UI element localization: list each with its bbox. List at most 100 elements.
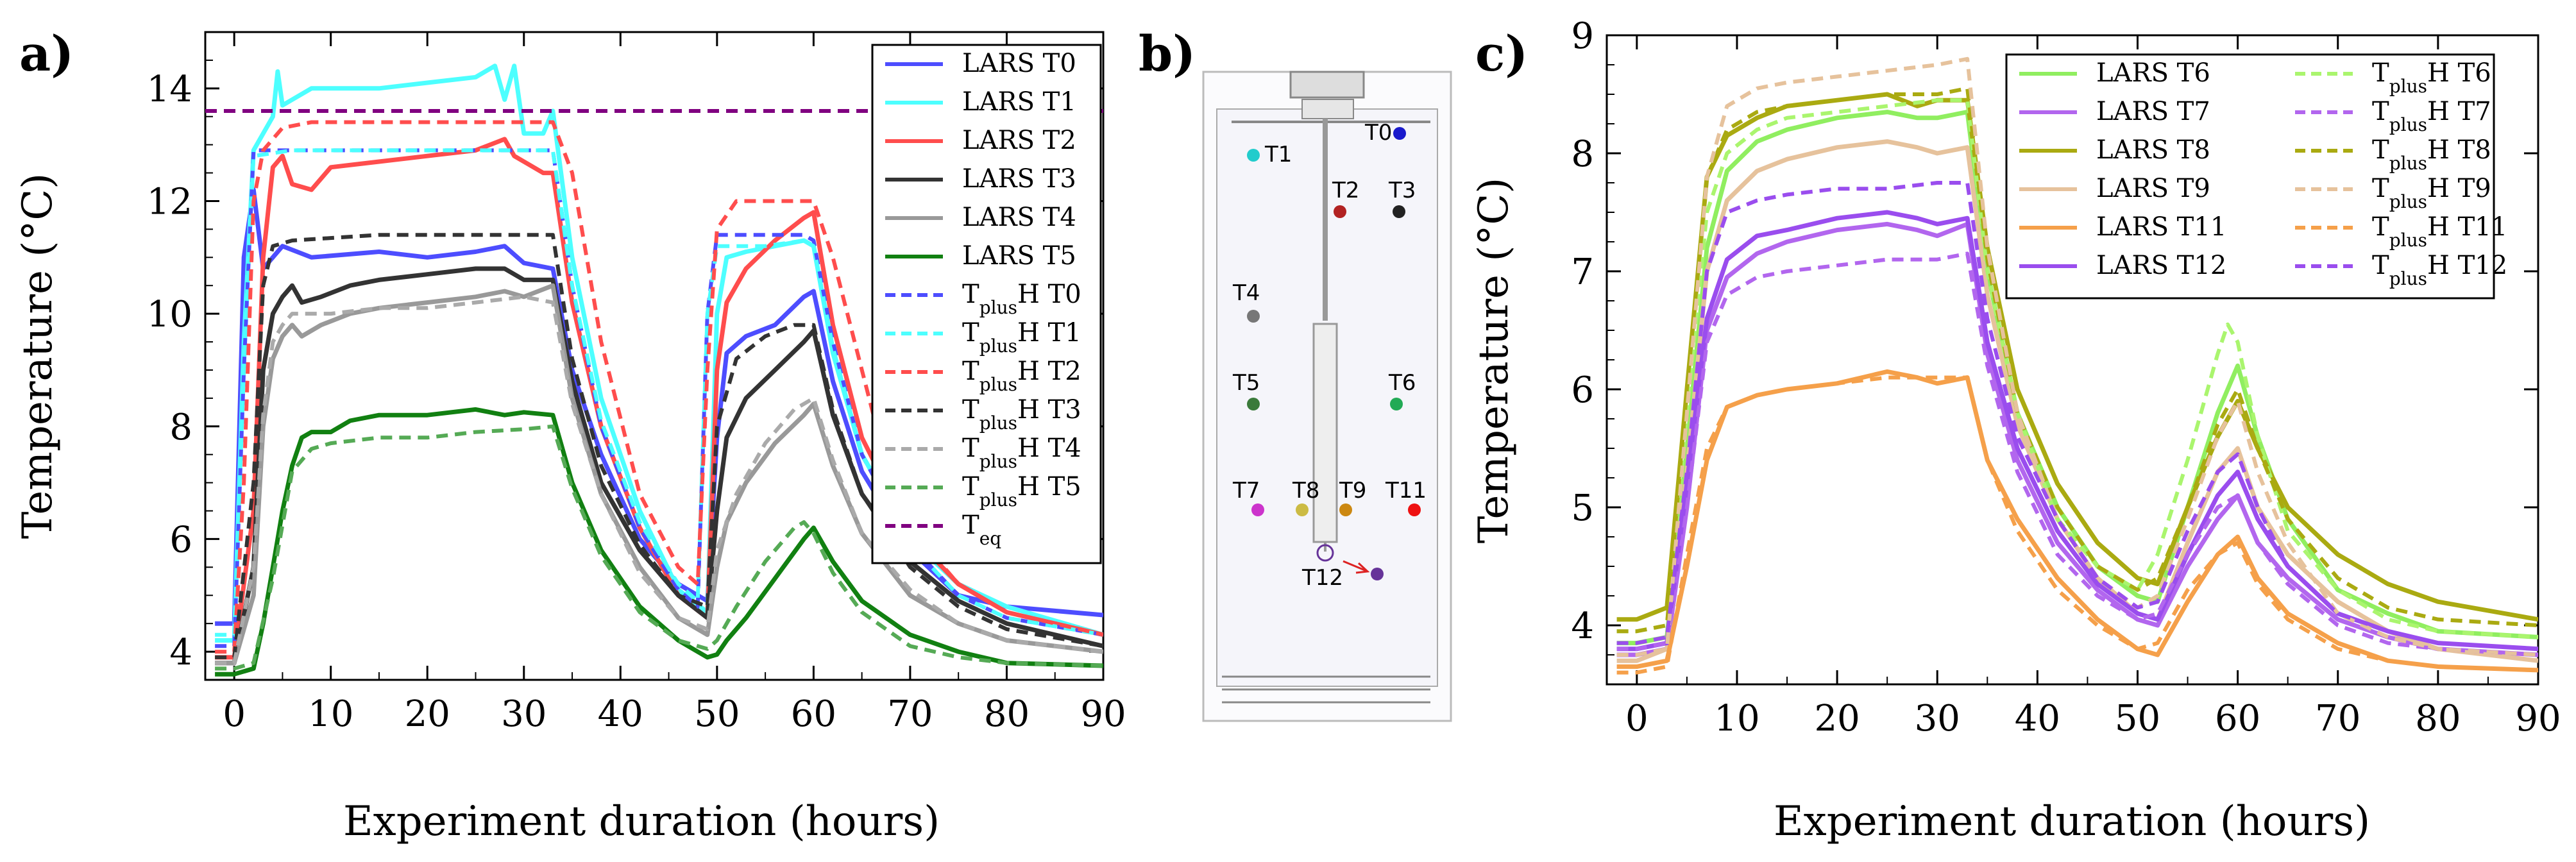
- panel-a-legend-label-main: LARS T5: [962, 241, 1076, 271]
- panel-a-series: [205, 63, 1103, 677]
- panel-a-legend: LARS T0 LARS T1 LARS T2 LARS T3 LARS T4 LARS …: [871, 44, 1102, 564]
- panel-c-legend-label-main: T: [2372, 135, 2389, 165]
- panel-c-legend-label-sub: plus: [2389, 191, 2427, 212]
- panel-c-ytick-label: 5: [1571, 487, 1594, 529]
- heater-cartridge: [1312, 323, 1338, 543]
- panel-a-legend-label: LARS T4: [962, 203, 1076, 232]
- sensor-t8-dot: [1296, 503, 1309, 516]
- panel-c-xtick-label: 60: [2215, 698, 2260, 739]
- panel-a-xtick-label: 0: [223, 693, 246, 735]
- sensor-markers: T0 T1 T2 T3 T4 T5 T6 T7 T8 T9 T11 T12: [1232, 120, 1427, 591]
- panel-c-legend-label-sub: plus: [2389, 76, 2427, 97]
- panel-c-xtick-label: 10: [1714, 698, 1759, 739]
- panel-a-xtick-label: 60: [791, 693, 836, 735]
- panel-a-ytick-label: 10: [147, 294, 192, 335]
- panel-a-legend-label-sub: plus: [979, 451, 1017, 472]
- panel-c-series-lars-t11: [1616, 369, 2538, 673]
- panel-a-xlabel: Experiment duration (hours): [343, 798, 940, 845]
- panel-c-series-tplush-t7: [1616, 251, 2538, 657]
- panel-a-xtick-label: 40: [598, 693, 643, 735]
- panel-a-legend-label-sub: plus: [979, 297, 1017, 318]
- t12-origin-marker: [1316, 544, 1334, 562]
- panel-c-ytick-label: 9: [1571, 15, 1594, 57]
- panel-a-legend-label-main: LARS T1: [962, 87, 1076, 117]
- panel-a-legend-label-sub: eq: [979, 528, 1002, 549]
- sensor-t6-label: T6: [1388, 370, 1416, 396]
- panel-a-series-lars-t2: [215, 137, 1103, 660]
- sensor-t1-dot: [1247, 149, 1260, 162]
- panel-c-legend-box: [2005, 53, 2495, 300]
- panel-c-legend-label: LARS T9: [2096, 174, 2210, 203]
- panel-c-xtick-label: 30: [1915, 698, 1960, 739]
- panel-c-legend-label: TplusH T12: [2372, 251, 2507, 289]
- panel-c-legend-label-main: T: [2372, 251, 2389, 280]
- panel-c-legend-label-main: T: [2372, 97, 2389, 126]
- panel-a-legend-label: TplusH T4: [962, 434, 1081, 472]
- panel-a-legend-label: LARS T3: [962, 164, 1076, 194]
- panel-a-series-tplush-t4: [215, 294, 1103, 665]
- panel-c-legend-label-suffix: H T11: [2427, 212, 2507, 242]
- sensor-t7-dot: [1251, 503, 1264, 516]
- panel-c-legend-label-main: T: [2372, 212, 2389, 242]
- panel-b-label: b): [1139, 25, 1196, 82]
- panel-a-xtick-label: 80: [984, 693, 1030, 735]
- panel-a-series-lars-t0: [215, 187, 1103, 626]
- panel-a-legend-label: TplusH T1: [962, 318, 1081, 357]
- panel-a-xtick-label: 10: [308, 693, 353, 735]
- panel-a-ytick-label: 8: [169, 407, 192, 448]
- panel-c-legend-label: TplusH T6: [2372, 58, 2491, 97]
- panel-a-legend-label-main: LARS T2: [962, 126, 1076, 155]
- panel-a-ticks: 0 10 20 30 40 50 60 70 80 90 4 6 8 10 12 14: [147, 31, 1126, 735]
- panel-c-legend-label: LARS T7: [2096, 97, 2210, 126]
- panel-a-legend-label-suffix: H T5: [1017, 472, 1081, 502]
- panel-c-legend-label-suffix: H T7: [2427, 97, 2491, 126]
- panel-a-ytick-label: 14: [147, 69, 192, 110]
- panel-c-xlabel: Experiment duration (hours): [1774, 798, 2370, 845]
- tank-cap: [1289, 71, 1365, 99]
- panel-c-xtick-label: 50: [2115, 698, 2160, 739]
- panel-c-ticks: 0 10 20 30 40 50 60 70 80 90 4 5 6 7 8 9: [1571, 15, 2561, 739]
- sensor-t5-dot: [1247, 398, 1260, 410]
- panel-a-legend-label-suffix: H T4: [1017, 434, 1081, 463]
- panel-c-legend-label: LARS T12: [2096, 251, 2226, 280]
- panel-a-series-clip: [205, 63, 1103, 677]
- panel-c-legend-label-suffix: H T6: [2427, 58, 2491, 88]
- panel-c-legend-label-main: LARS T8: [2096, 135, 2210, 165]
- panel-c-legend-label: TplusH T7: [2372, 97, 2491, 135]
- panel-a-label: a): [19, 25, 74, 82]
- panel-c-ytick-label: 7: [1571, 251, 1594, 293]
- panel-a-xtick-label: 70: [887, 693, 933, 735]
- panel-a-xtick-label: 30: [501, 693, 547, 735]
- sensor-t12-dot: [1371, 568, 1384, 580]
- panel-a-plot-frame: [204, 31, 1105, 681]
- panel-c-xtick-label: 80: [2415, 698, 2461, 739]
- t12-arrow: [1343, 560, 1367, 572]
- panel-a-legend-label-main: T: [962, 395, 979, 425]
- panel-a-xtick-label: 90: [1080, 693, 1126, 735]
- panel-a-legend-label-main: T: [962, 434, 979, 463]
- panel-c-ytick-label: 8: [1571, 133, 1594, 175]
- panel-a-legend-label-main: T: [962, 280, 979, 309]
- panel-c-legend-label: LARS T6: [2096, 58, 2210, 88]
- sensor-t0-dot: [1393, 127, 1406, 140]
- panel-c-legend-label-sub: plus: [2389, 268, 2427, 289]
- panel-c-legend-label-suffix: H T8: [2427, 135, 2491, 165]
- panel-c-xtick-label: 90: [2515, 698, 2561, 739]
- panel-a-legend-label-main: T: [962, 472, 979, 502]
- panel-a-series-lars-t5: [215, 407, 1103, 677]
- tank-cap-base: [1301, 99, 1354, 119]
- panel-c-legend-label: TplusH T8: [2372, 135, 2491, 174]
- panel-c-legend-label-main: LARS T11: [2096, 212, 2226, 242]
- panel-c-label: c): [1475, 25, 1528, 82]
- panel-c-legend-label-main: LARS T9: [2096, 174, 2210, 203]
- panel-c-legend-label: TplusH T11: [2372, 212, 2507, 251]
- panel-c-xtick-label: 70: [2315, 698, 2360, 739]
- sensor-t12-label: T12: [1301, 565, 1343, 591]
- panel-a-legend-label-suffix: H T0: [1017, 280, 1081, 309]
- panel-a-legend-label-main: LARS T0: [962, 49, 1076, 78]
- panel-c-series-tplush-t9: [1616, 56, 2538, 657]
- sensor-t8-label: T8: [1292, 478, 1319, 503]
- panel-a-legend-label-main: T: [962, 511, 979, 540]
- panel-a-legend-label-sub: plus: [979, 374, 1017, 395]
- panel-a-legend-label: TplusH T2: [962, 357, 1081, 395]
